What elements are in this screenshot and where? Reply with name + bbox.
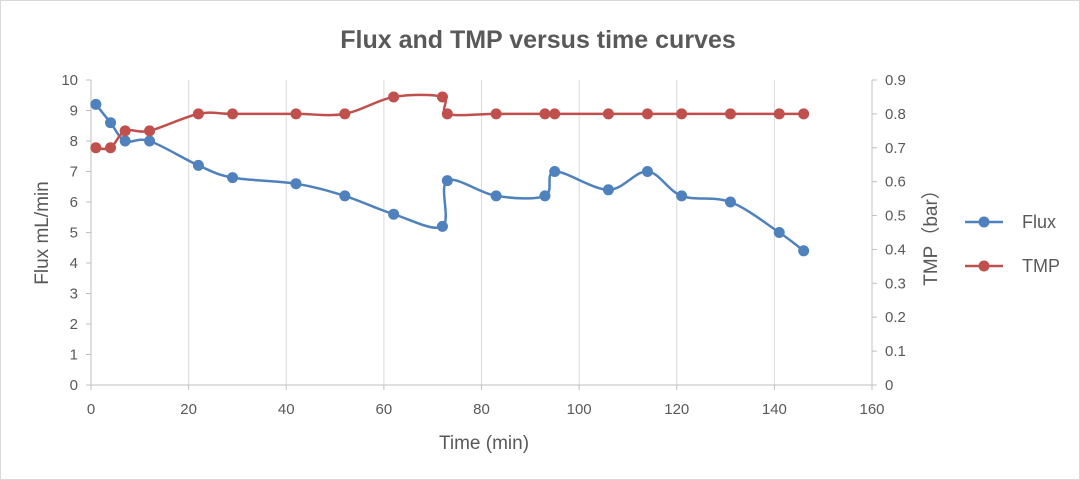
x-tick-label-20: 20 xyxy=(180,401,197,418)
data-point-flux-18 xyxy=(773,227,785,238)
y2-tick-label-0.4: 0.4 xyxy=(885,241,906,258)
data-point-flux-10 xyxy=(441,175,453,187)
data-point-flux-4 xyxy=(192,159,204,171)
x-tick-label-80: 80 xyxy=(473,401,490,418)
legend: Flux TMP xyxy=(965,212,1060,276)
x-tick-label-140: 140 xyxy=(762,401,787,418)
y-tick-label-4: 4 xyxy=(70,255,78,272)
x-tick-label-160: 160 xyxy=(859,401,884,418)
x-axis-label: Time (min) xyxy=(439,433,529,454)
y2-tick-label-0.2: 0.2 xyxy=(885,309,906,326)
x-tick-labels: 0 20 40 60 80 100 120 140 160 xyxy=(87,401,885,418)
data-point-tmp-6 xyxy=(290,108,302,120)
y-tick-label-5: 5 xyxy=(70,225,78,242)
data-point-tmp-5 xyxy=(227,108,239,120)
legend-marker-flux xyxy=(978,216,990,228)
data-point-tmp-13 xyxy=(549,108,561,120)
data-point-tmp-10 xyxy=(441,108,453,120)
data-point-flux-8 xyxy=(388,208,400,220)
data-point-tmp-0 xyxy=(90,142,102,154)
y-tick-label-10: 10 xyxy=(61,72,78,89)
y-tick-labels: 0 1 2 3 4 5 6 7 8 9 10 xyxy=(61,72,78,394)
chart-title: Flux and TMP versus time curves xyxy=(340,26,736,54)
y2-tick-label-0.6: 0.6 xyxy=(885,174,906,191)
axes xyxy=(86,79,877,390)
data-point-flux-16 xyxy=(676,190,688,202)
legend-label-flux: Flux xyxy=(1022,212,1056,232)
data-point-flux-6 xyxy=(290,178,302,190)
data-point-tmp-1 xyxy=(105,142,117,154)
x-tick-label-0: 0 xyxy=(87,401,95,418)
y-tick-label-6: 6 xyxy=(70,194,78,211)
y-tick-label-2: 2 xyxy=(70,316,78,333)
data-point-flux-14 xyxy=(602,184,614,196)
series-line-tmp xyxy=(95,93,804,151)
data-point-tmp-16 xyxy=(676,108,688,120)
x-tick-label-40: 40 xyxy=(278,401,295,418)
data-point-tmp-19 xyxy=(798,108,810,120)
data-point-tmp-15 xyxy=(641,108,653,120)
x-tick-label-120: 120 xyxy=(664,401,689,418)
data-point-flux-1 xyxy=(105,117,117,129)
data-point-tmp-3 xyxy=(144,125,156,137)
y-tick-label-9: 9 xyxy=(70,103,78,120)
y-axis-label: Flux mL/min xyxy=(32,181,53,284)
data-point-flux-11 xyxy=(490,190,502,202)
y2-tick-label-0: 0 xyxy=(885,377,893,394)
series-layer xyxy=(90,91,810,257)
y2-tick-label-0.7: 0.7 xyxy=(885,140,906,157)
data-point-flux-0 xyxy=(90,98,102,110)
data-point-flux-2 xyxy=(119,135,131,147)
x-tick-label-100: 100 xyxy=(567,401,592,418)
data-point-flux-13 xyxy=(549,166,561,177)
y2-tick-label-0.5: 0.5 xyxy=(885,208,906,225)
data-point-flux-9 xyxy=(436,220,448,232)
data-point-flux-3 xyxy=(144,135,156,147)
y-tick-label-1: 1 xyxy=(70,347,78,364)
y2-tick-label-0.8: 0.8 xyxy=(885,106,906,123)
data-point-flux-7 xyxy=(339,190,351,202)
data-point-tmp-14 xyxy=(602,108,614,120)
data-point-flux-5 xyxy=(227,172,239,184)
data-point-flux-15 xyxy=(641,166,653,177)
data-point-tmp-2 xyxy=(119,125,131,137)
data-point-tmp-9 xyxy=(436,91,448,103)
y-tick-label-0: 0 xyxy=(70,377,78,394)
data-point-tmp-7 xyxy=(339,108,351,120)
data-point-tmp-17 xyxy=(724,108,736,120)
data-point-flux-12 xyxy=(539,190,551,202)
data-point-tmp-18 xyxy=(773,108,785,120)
data-point-tmp-12 xyxy=(539,108,551,120)
y2-tick-label-0.3: 0.3 xyxy=(885,275,906,292)
y-tick-label-3: 3 xyxy=(70,286,78,303)
data-point-flux-17 xyxy=(724,196,736,208)
data-point-tmp-4 xyxy=(192,108,204,120)
y2-tick-label-0.1: 0.1 xyxy=(885,343,906,360)
y2-tick-label-0.9: 0.9 xyxy=(885,72,906,89)
data-point-tmp-11 xyxy=(490,108,502,120)
y-tick-label-8: 8 xyxy=(70,133,78,150)
y-tick-label-7: 7 xyxy=(70,164,78,181)
y2-axis-label: TMP（bar） xyxy=(920,180,942,286)
legend-marker-tmp xyxy=(978,260,990,272)
x-tick-label-60: 60 xyxy=(376,401,393,418)
grid-lines xyxy=(188,80,873,385)
legend-label-tmp: TMP xyxy=(1022,256,1060,276)
y2-tick-labels: 0 0.1 0.2 0.3 0.4 0.5 0.6 0.7 0.8 0.9 xyxy=(885,72,906,394)
data-point-flux-19 xyxy=(798,245,810,257)
data-point-tmp-8 xyxy=(388,91,400,103)
